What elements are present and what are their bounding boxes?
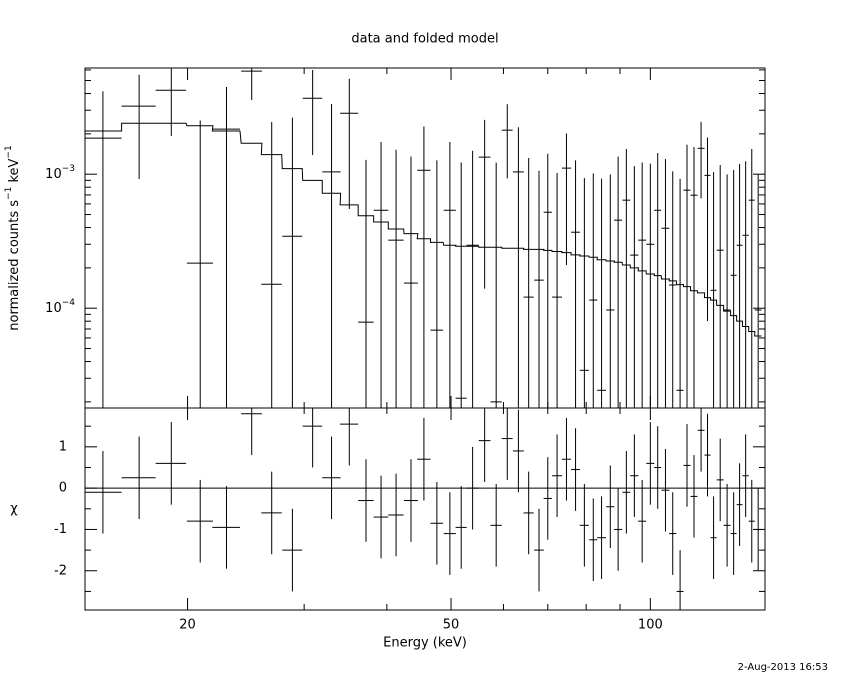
y-tick-label: -2 [54,563,67,578]
frame [84,67,766,409]
x-tick-label: 50 [443,618,460,633]
y-axis-label-part: keV [7,158,22,186]
y-axis-label-part: normalized counts s [7,200,22,331]
tick-base: 10 [45,301,62,316]
timestamp: 2-Aug-2013 16:53 [738,662,828,673]
y-tick-label: 10−3 [45,164,75,182]
y-tick-label: 10−4 [45,298,75,316]
tick-exponent: −3 [62,164,75,174]
x-tick-label: 100 [638,618,663,633]
model-line [85,122,762,337]
y-tick-label: 0 [59,481,67,496]
y-axis-label: χ [10,502,18,517]
y-axis-label: normalized counts s−1 keV−1 [4,145,22,330]
tick-base: 10 [45,167,62,182]
tick-exponent: −4 [62,298,76,308]
x-axis-label: Energy (keV) [383,636,467,651]
chart-title: data and folded model [351,32,498,47]
y-axis-label-part: −1 [4,187,14,200]
y-tick-label: 1 [59,439,67,454]
plot-area [85,68,762,408]
y-axis-label-part: −1 [4,145,14,158]
plot-area [85,408,765,610]
y-tick-label: -1 [54,522,67,537]
frame [84,407,766,611]
x-tick-label: 20 [179,618,196,633]
